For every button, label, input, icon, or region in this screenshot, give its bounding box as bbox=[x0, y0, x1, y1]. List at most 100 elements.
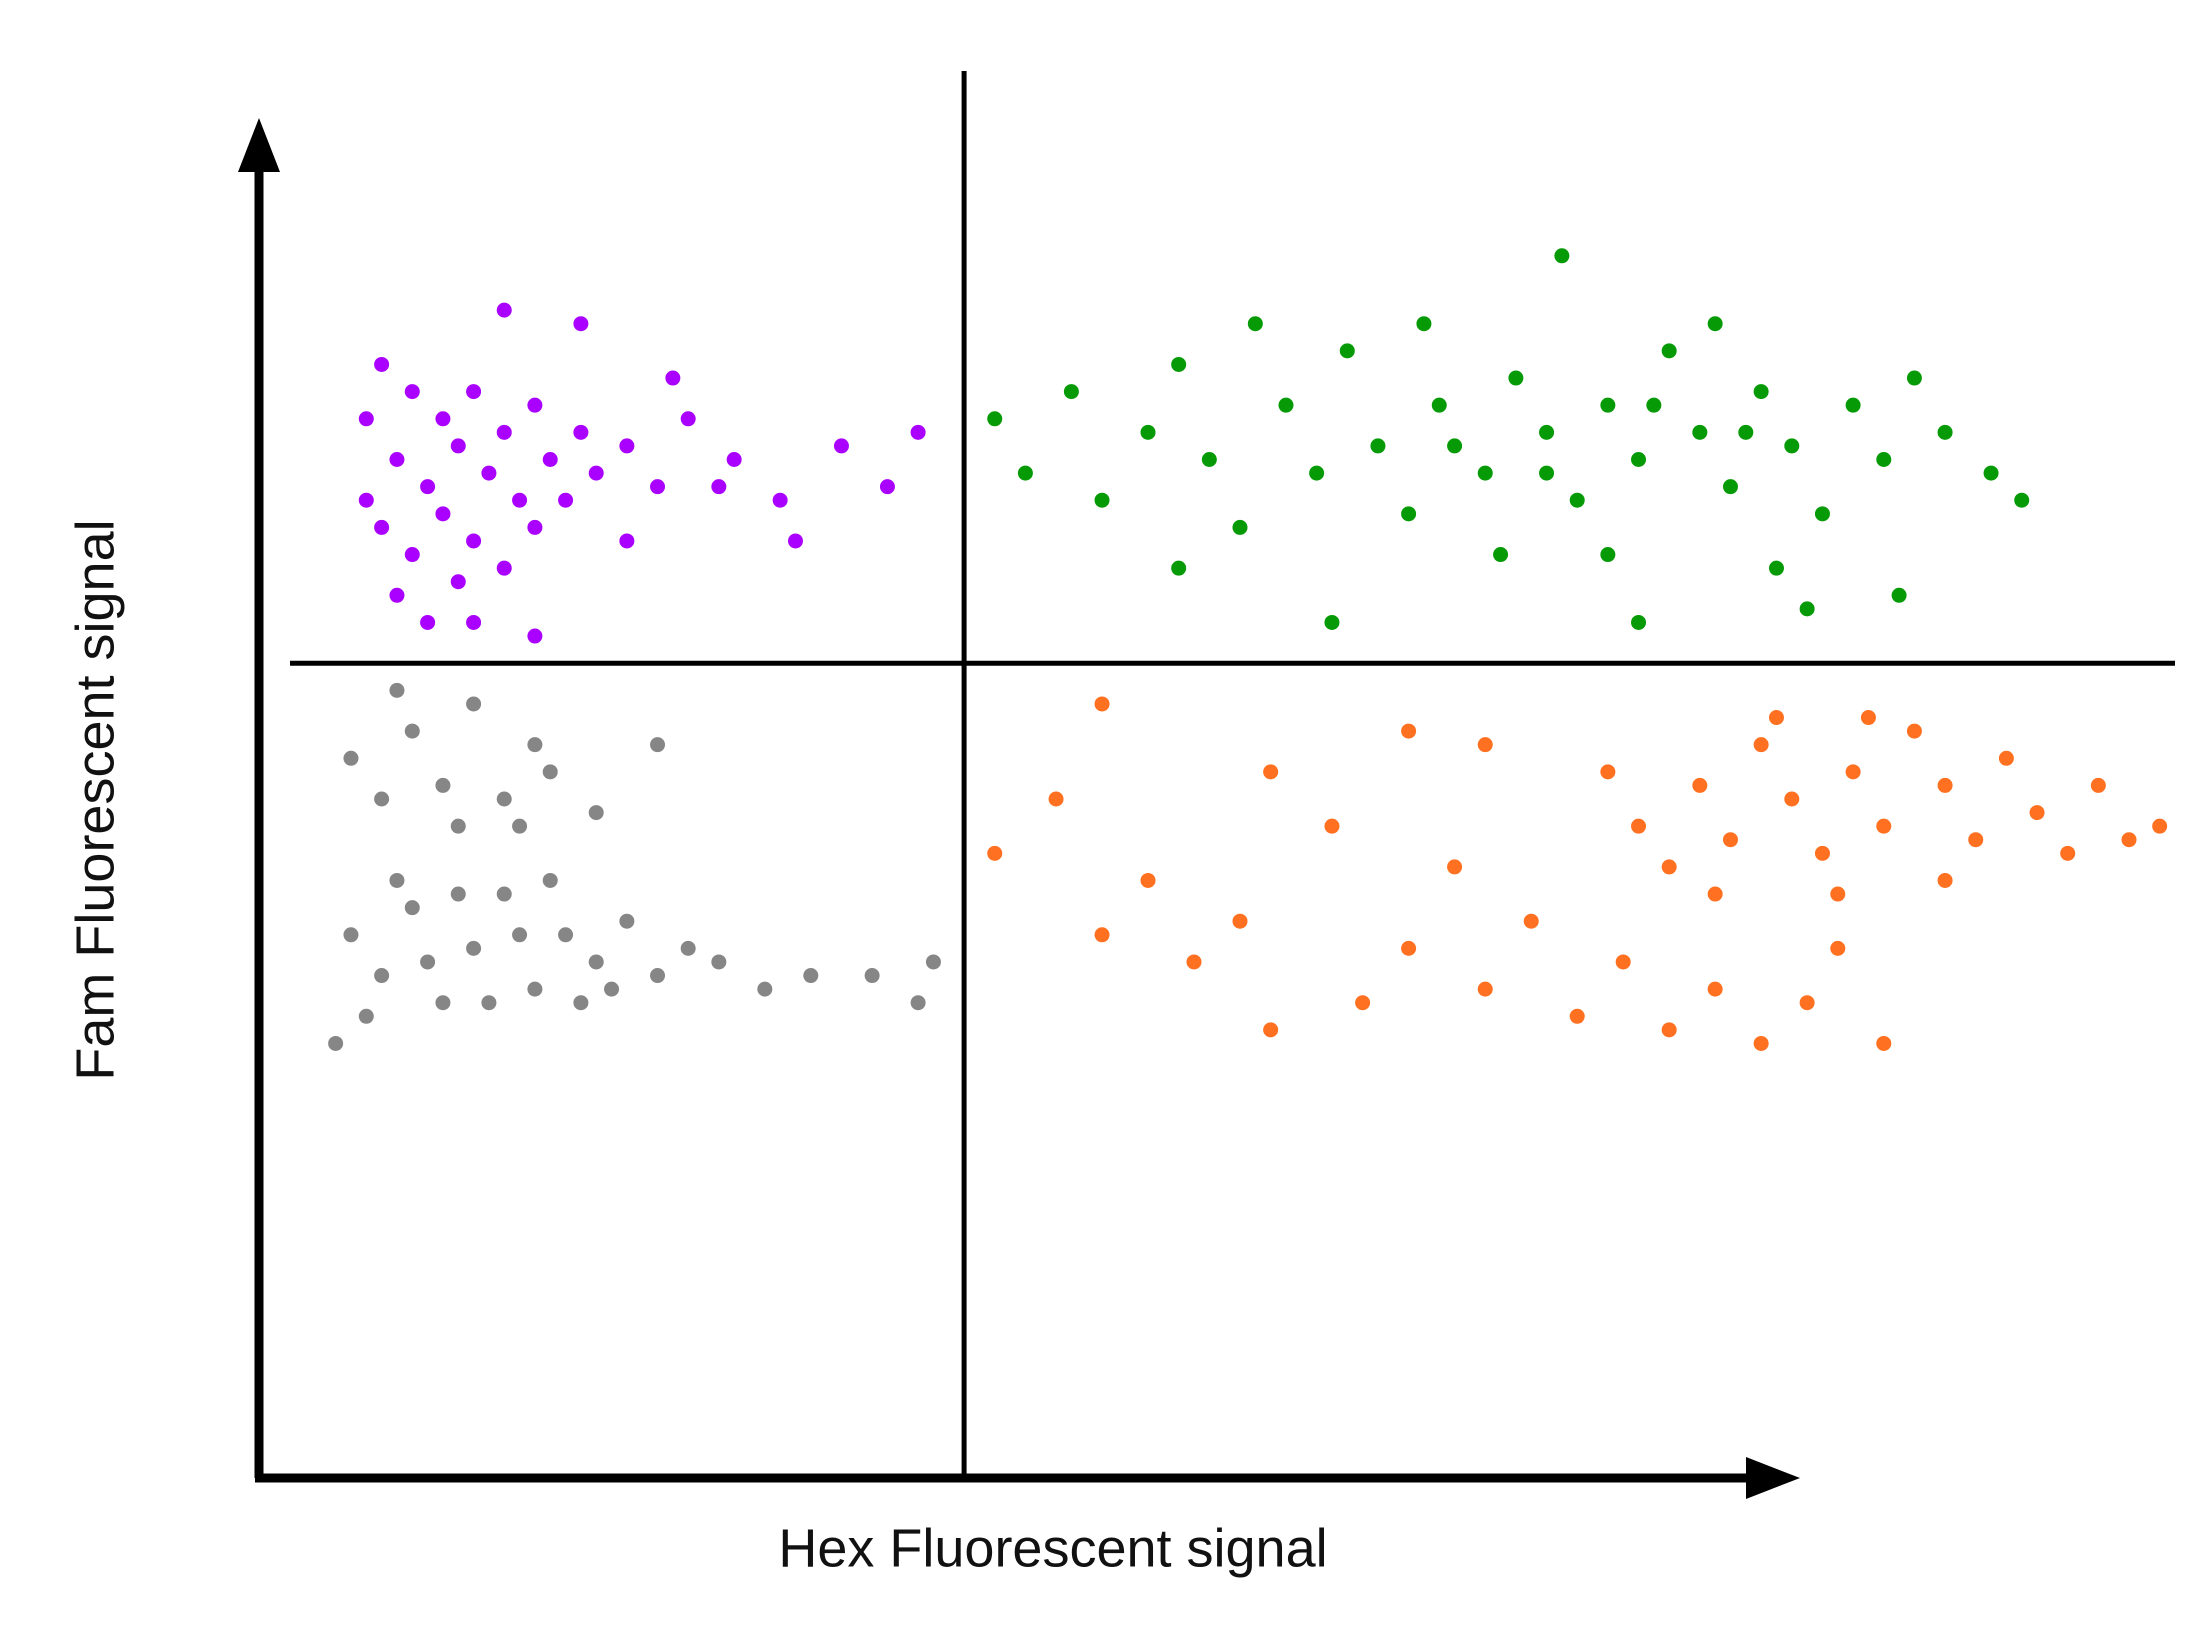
data-point bbox=[757, 981, 773, 997]
data-point bbox=[1768, 560, 1784, 576]
data-point bbox=[1477, 737, 1493, 753]
data-point bbox=[1370, 438, 1386, 454]
data-point bbox=[343, 750, 359, 766]
data-point bbox=[680, 411, 696, 427]
data-point bbox=[1692, 777, 1708, 793]
data-point bbox=[558, 492, 574, 508]
data-point bbox=[1631, 614, 1647, 630]
data-point bbox=[1171, 560, 1187, 576]
data-point bbox=[374, 519, 390, 535]
data-point bbox=[389, 452, 405, 467]
data-point bbox=[711, 479, 727, 495]
data-point bbox=[1171, 356, 1187, 372]
data-point bbox=[1799, 601, 1815, 617]
data-point bbox=[726, 452, 742, 467]
data-point bbox=[1799, 995, 1815, 1011]
data-point bbox=[1906, 370, 1922, 386]
data-point bbox=[512, 818, 528, 834]
data-point bbox=[1968, 832, 1984, 848]
data-point bbox=[1355, 995, 1371, 1011]
data-point bbox=[450, 886, 466, 902]
data-point bbox=[358, 492, 374, 508]
data-point bbox=[404, 384, 420, 400]
data-point bbox=[1063, 384, 1079, 400]
data-point bbox=[879, 479, 895, 495]
data-point bbox=[1722, 479, 1738, 495]
data-point bbox=[1845, 397, 1861, 413]
data-point bbox=[466, 696, 482, 712]
data-point bbox=[404, 723, 420, 739]
data-point bbox=[1094, 696, 1110, 712]
data-point bbox=[558, 927, 574, 943]
data-point bbox=[1707, 981, 1723, 997]
y-axis-arrow bbox=[238, 118, 280, 172]
data-point bbox=[573, 316, 589, 332]
data-point bbox=[435, 777, 451, 793]
data-point bbox=[1186, 954, 1202, 970]
data-point bbox=[987, 411, 1003, 427]
data-point bbox=[481, 995, 497, 1011]
data-point bbox=[420, 954, 436, 970]
data-point bbox=[1600, 397, 1616, 413]
data-point bbox=[496, 791, 512, 807]
data-point bbox=[1600, 547, 1616, 563]
data-point bbox=[1814, 506, 1830, 522]
data-point bbox=[1722, 832, 1738, 848]
data-point bbox=[2014, 492, 2030, 508]
data-point bbox=[1416, 316, 1432, 332]
data-point bbox=[527, 397, 543, 413]
data-point bbox=[389, 872, 405, 888]
data-point bbox=[1493, 547, 1509, 563]
data-point bbox=[910, 424, 926, 440]
data-point bbox=[1937, 872, 1953, 888]
data-point bbox=[987, 845, 1003, 861]
data-point bbox=[1048, 791, 1064, 807]
data-point bbox=[1339, 343, 1355, 359]
data-point bbox=[1232, 519, 1248, 535]
data-point bbox=[1891, 587, 1907, 603]
data-point bbox=[1094, 927, 1110, 943]
data-point bbox=[435, 411, 451, 427]
data-point bbox=[1661, 343, 1677, 359]
data-point bbox=[542, 872, 558, 888]
data-point bbox=[1753, 737, 1769, 753]
data-point bbox=[1937, 424, 1953, 440]
data-point bbox=[404, 900, 420, 916]
data-point bbox=[619, 913, 635, 929]
data-point bbox=[466, 384, 482, 400]
data-point bbox=[1707, 886, 1723, 902]
data-point bbox=[374, 968, 390, 984]
data-point bbox=[1523, 913, 1539, 929]
data-point bbox=[2090, 777, 2106, 793]
data-point bbox=[1814, 845, 1830, 861]
data-point bbox=[803, 968, 819, 984]
data-point bbox=[1539, 465, 1555, 481]
data-point bbox=[420, 614, 436, 630]
data-point bbox=[496, 886, 512, 902]
data-point bbox=[588, 805, 604, 821]
data-point bbox=[1401, 506, 1417, 522]
data-point bbox=[1201, 452, 1217, 467]
data-point bbox=[435, 995, 451, 1011]
data-point bbox=[1508, 370, 1524, 386]
data-point bbox=[1768, 710, 1784, 726]
data-point bbox=[787, 533, 803, 549]
data-point bbox=[665, 370, 681, 386]
data-point bbox=[1477, 981, 1493, 997]
data-point bbox=[1876, 818, 1892, 834]
data-point bbox=[1232, 913, 1248, 929]
data-point bbox=[481, 465, 497, 481]
data-point bbox=[650, 737, 666, 753]
data-point bbox=[1263, 764, 1279, 780]
data-point bbox=[1707, 316, 1723, 332]
data-point bbox=[1094, 492, 1110, 508]
data-point bbox=[1447, 438, 1463, 454]
data-point bbox=[2060, 845, 2076, 861]
x-axis-label: Hex Fluorescent signal bbox=[778, 1518, 1327, 1578]
data-point bbox=[2121, 832, 2137, 848]
data-point bbox=[1830, 940, 1846, 956]
data-point bbox=[358, 1008, 374, 1024]
data-point bbox=[1309, 465, 1325, 481]
data-point bbox=[527, 519, 543, 535]
data-point bbox=[1830, 886, 1846, 902]
